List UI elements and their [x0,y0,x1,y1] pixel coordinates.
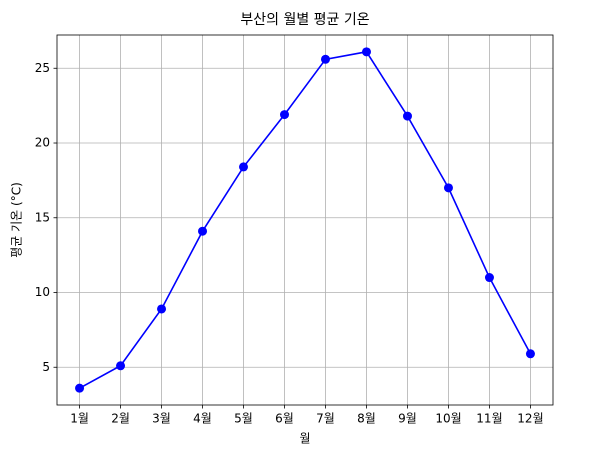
marker [320,54,330,64]
marker [402,111,412,121]
x-tick-label: 2월 [111,412,130,426]
marker [443,183,453,193]
x-tick-label: 1월 [70,412,89,426]
x-tick-label: 6월 [275,412,294,426]
marker [361,47,371,57]
line [79,50,532,389]
x-tick-label: 3월 [152,412,171,426]
marker [239,162,249,172]
y-tick-label: 5 [42,360,50,374]
marker [280,110,290,120]
plot-frame [56,34,554,406]
y-tick-label: 15 [35,210,50,224]
y-tick-label: 10 [35,285,50,299]
marker [116,361,126,371]
x-tick-label: 7월 [316,412,335,426]
y-axis-label: 평균 기온 (°C) [10,182,24,258]
x-tick-label: 11월 [476,412,502,426]
x-tick-label: 9월 [398,412,417,426]
marker [525,349,535,359]
x-tick-label: 5월 [234,412,253,426]
x-tick-label: 8월 [357,412,376,426]
marker [198,226,208,236]
y-tick-label: 20 [35,136,50,150]
x-tick-label: 10월 [435,412,461,426]
marker [75,383,85,393]
marker [157,304,167,314]
chart-title: 부산의 월별 평균 기온 [240,12,369,28]
x-tick-label: 12월 [517,412,543,426]
x-tick-label: 4월 [193,412,212,426]
x-axis-label: 월 [299,432,310,446]
y-tick-label: 25 [35,61,50,75]
marker [484,273,494,283]
